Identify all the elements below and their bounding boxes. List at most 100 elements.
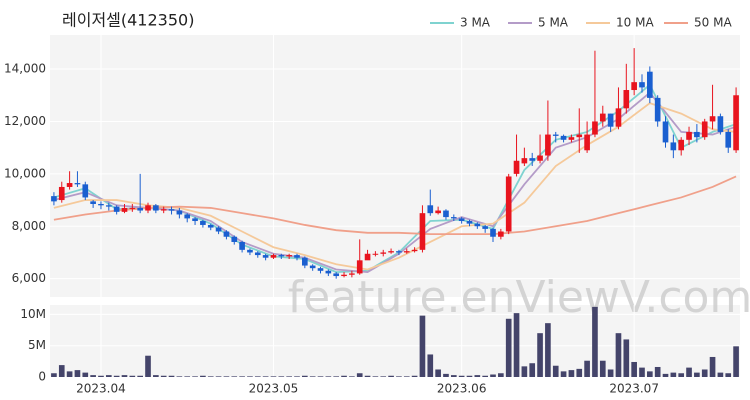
- candle-body: [717, 116, 724, 132]
- candle-body: [505, 176, 512, 232]
- x-tick-label: 2023.04: [76, 382, 126, 396]
- candle-body: [733, 95, 739, 151]
- volume-bar: [341, 375, 347, 377]
- chart-title: 레이저셀(412350): [62, 11, 194, 30]
- volume-bar: [207, 376, 214, 377]
- candle-body: [82, 184, 89, 198]
- volume-bar: [427, 354, 434, 377]
- candle-body: [302, 257, 308, 266]
- candle-body: [184, 214, 191, 219]
- candle-body: [607, 113, 614, 127]
- volume-bar: [552, 365, 559, 377]
- volume-bar: [98, 375, 104, 377]
- candle-body: [474, 223, 481, 227]
- candle-body: [513, 160, 520, 174]
- volume-bar: [223, 376, 230, 377]
- volume-bar: [231, 376, 238, 377]
- y-tick-label: 10M: [20, 307, 46, 321]
- volume-bar: [294, 376, 300, 377]
- candle-body: [568, 137, 575, 140]
- candle-body: [380, 252, 387, 254]
- volume-bar: [490, 374, 496, 377]
- candle-body: [74, 183, 81, 185]
- volume-bar: [647, 371, 653, 377]
- volume-bar: [90, 375, 96, 377]
- candle-body: [639, 82, 645, 88]
- volume-bar: [717, 372, 724, 377]
- candle-body: [262, 255, 269, 258]
- volume-bar: [584, 360, 590, 377]
- volume-bar: [505, 318, 512, 377]
- volume-bar: [498, 373, 504, 377]
- volume-bar: [74, 370, 81, 377]
- candle-body: [137, 207, 143, 211]
- volume-bar: [678, 373, 685, 377]
- candle-body: [411, 249, 418, 252]
- y-tick-label: 12,000: [4, 114, 46, 128]
- candle-body: [207, 224, 214, 228]
- candle-body: [200, 221, 206, 225]
- volume-bar: [372, 376, 379, 377]
- volume-bar: [631, 361, 637, 377]
- candle-body: [725, 131, 732, 148]
- volume-bar: [639, 367, 645, 377]
- candle-body: [529, 158, 536, 161]
- candle-body: [521, 158, 528, 164]
- volume-bar: [192, 376, 198, 377]
- volume-bar: [121, 375, 128, 377]
- volume-bar: [160, 375, 167, 377]
- candle-body: [552, 134, 559, 136]
- candle-body: [631, 82, 637, 91]
- volume-bar: [137, 375, 143, 377]
- candle-body: [113, 206, 120, 212]
- candle-body: [223, 231, 230, 237]
- candle-body: [349, 273, 355, 275]
- volume-bar: [388, 375, 394, 377]
- volume-bar: [482, 375, 488, 377]
- x-tick-label: 2023.05: [249, 382, 299, 396]
- candle-body: [482, 226, 488, 229]
- volume-bar: [521, 366, 528, 377]
- candle-body: [670, 142, 677, 151]
- candle-body: [247, 249, 253, 253]
- candle-body: [66, 183, 73, 187]
- candle-body: [623, 90, 630, 109]
- candle-body: [294, 255, 300, 258]
- candle-body: [192, 218, 198, 222]
- candle-body: [615, 108, 622, 127]
- legend-label: 5 MA: [538, 16, 569, 30]
- volume-bar: [686, 367, 692, 377]
- volume-bar: [105, 375, 112, 377]
- volume-bar: [184, 376, 191, 377]
- volume-bar: [215, 376, 222, 377]
- volume-bar: [176, 376, 183, 377]
- candle-body: [129, 207, 136, 209]
- volume-bar: [733, 346, 739, 377]
- volume-bar: [709, 356, 716, 377]
- y-tick-label: 10,000: [4, 166, 46, 180]
- candle-body: [654, 97, 661, 122]
- candle-body: [545, 134, 551, 156]
- candle-body: [443, 210, 449, 218]
- candle-body: [560, 135, 567, 140]
- candle-body: [458, 218, 465, 222]
- candle-body: [105, 205, 112, 207]
- volume-bar: [701, 369, 708, 377]
- volume-bar: [286, 376, 292, 377]
- volume-bar: [153, 375, 159, 377]
- volume-bar: [513, 313, 520, 377]
- volume-bar: [333, 376, 340, 377]
- volume-bar: [725, 373, 732, 377]
- volume-bar: [568, 370, 575, 377]
- candle-body: [678, 139, 685, 151]
- volume-bar: [466, 375, 473, 377]
- candle-body: [490, 228, 496, 237]
- candle-body: [254, 252, 261, 256]
- candle-body: [145, 205, 151, 211]
- y-tick-label: 8,000: [12, 219, 46, 233]
- volume-bar: [262, 376, 269, 377]
- candle-body: [90, 201, 96, 204]
- candle-body: [176, 210, 183, 215]
- candle-body: [341, 274, 347, 277]
- volume-bar: [560, 371, 567, 377]
